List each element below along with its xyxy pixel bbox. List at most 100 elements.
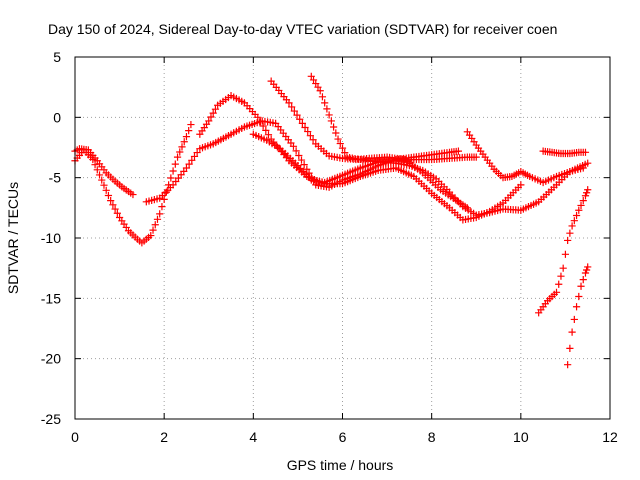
data-point xyxy=(570,217,578,225)
data-point xyxy=(305,173,313,181)
data-point xyxy=(555,178,563,186)
data-point xyxy=(575,206,583,214)
data-point xyxy=(198,144,207,152)
data-point xyxy=(299,167,307,175)
data-point xyxy=(405,162,413,170)
data-point xyxy=(211,105,220,113)
data-point xyxy=(582,189,591,197)
series-track-10 xyxy=(535,186,592,317)
data-point xyxy=(304,127,312,136)
data-point xyxy=(129,190,137,199)
series-track-8 xyxy=(463,128,587,187)
data-point xyxy=(307,72,315,80)
series-track-2 xyxy=(71,120,195,247)
data-point xyxy=(576,165,585,173)
x-tick-label: 2 xyxy=(160,429,168,445)
data-point xyxy=(579,164,587,172)
data-point xyxy=(443,185,451,194)
data-point xyxy=(296,164,305,173)
series-layer xyxy=(71,72,592,369)
data-point xyxy=(568,222,576,230)
data-point xyxy=(302,170,310,178)
data-point xyxy=(260,135,268,143)
data-point xyxy=(295,151,303,160)
data-point xyxy=(209,109,217,117)
data-point xyxy=(574,165,582,174)
data-point xyxy=(555,280,563,288)
data-point xyxy=(318,93,327,101)
data-point xyxy=(542,177,550,185)
data-point xyxy=(190,152,199,161)
data-point xyxy=(182,164,191,172)
data-point xyxy=(149,226,157,234)
data-point xyxy=(193,148,201,157)
data-point xyxy=(156,194,164,202)
data-point xyxy=(568,167,577,175)
data-point xyxy=(456,200,464,208)
data-point xyxy=(445,188,454,196)
data-point xyxy=(145,197,153,205)
data-point xyxy=(104,191,113,200)
data-point xyxy=(579,276,587,284)
data-point xyxy=(259,122,267,130)
y-tick-label: -5 xyxy=(49,170,62,186)
x-axis-label: GPS time / hours xyxy=(287,457,394,473)
data-point xyxy=(264,131,273,139)
data-point xyxy=(528,174,537,182)
grid xyxy=(75,57,610,419)
data-point xyxy=(177,171,185,179)
axis-ticks: 0 2 4 6 8 10 12 -25 -20 -15 -10 -5 0 5 xyxy=(41,49,618,445)
data-point xyxy=(557,272,565,280)
data-point xyxy=(316,87,324,95)
data-point xyxy=(321,99,329,107)
data-point xyxy=(552,288,561,296)
data-point xyxy=(332,129,340,137)
data-point xyxy=(584,186,592,194)
data-point xyxy=(300,161,308,169)
data-point xyxy=(575,292,583,301)
data-point xyxy=(564,361,572,369)
data-point xyxy=(323,105,331,113)
data-point xyxy=(256,118,265,126)
data-point xyxy=(582,266,591,274)
data-point xyxy=(294,162,302,170)
data-point xyxy=(180,138,188,146)
data-point xyxy=(552,181,561,189)
data-point xyxy=(161,189,169,197)
data-point xyxy=(472,153,480,161)
data-point xyxy=(174,174,183,182)
data-point xyxy=(98,176,106,184)
data-point xyxy=(246,105,254,113)
data-point xyxy=(262,126,270,134)
series-track-4 xyxy=(196,92,525,224)
data-point xyxy=(172,177,180,186)
data-point xyxy=(568,328,576,336)
series-track-6 xyxy=(307,72,592,219)
data-point xyxy=(453,197,462,205)
data-point xyxy=(544,176,553,184)
data-point xyxy=(142,198,150,206)
data-point xyxy=(160,195,168,203)
series-track-5 xyxy=(267,77,471,212)
data-point xyxy=(547,175,555,183)
data-point xyxy=(517,181,525,189)
data-point xyxy=(206,141,215,149)
x-tick-label: 6 xyxy=(339,429,347,445)
data-point xyxy=(488,208,496,216)
data-point xyxy=(293,111,301,119)
data-point xyxy=(296,115,304,123)
data-point xyxy=(156,210,164,218)
series-track-9 xyxy=(539,147,590,158)
data-point xyxy=(579,196,587,205)
data-point xyxy=(534,176,542,184)
data-point xyxy=(249,130,257,138)
data-point xyxy=(100,181,108,189)
data-point xyxy=(454,147,463,155)
data-point xyxy=(204,142,212,150)
data-point xyxy=(153,195,161,203)
data-point xyxy=(150,196,158,204)
series-track-7 xyxy=(249,130,480,187)
data-point xyxy=(254,113,262,121)
data-point xyxy=(539,178,547,187)
data-point xyxy=(440,183,448,191)
